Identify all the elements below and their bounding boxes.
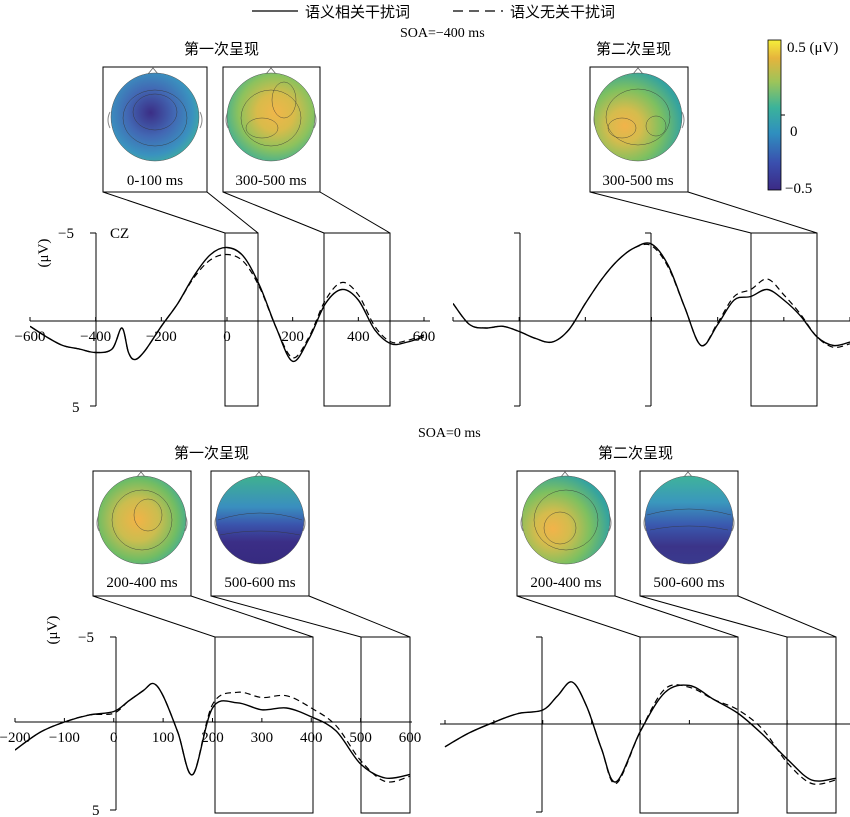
window-box-500-600 — [786, 636, 837, 814]
series-unrelated-line — [15, 682, 411, 783]
x-tick-label: 0 — [223, 329, 231, 345]
colorbar-min-label: −0.5 — [785, 181, 812, 197]
head-map — [216, 476, 304, 564]
map-time-label: 200-400 ms — [530, 575, 601, 591]
electrode-label: CZ — [110, 226, 129, 242]
topomap-bottom-left-1: 200-400 ms — [92, 470, 192, 597]
top-right-title: 第二次呈现 — [596, 40, 671, 58]
head-map — [98, 476, 186, 564]
bottom-right-title: 第二次呈现 — [598, 444, 673, 462]
x-tick-label: −400 — [80, 329, 111, 345]
head-map — [594, 73, 682, 161]
top-left-title: 第一次呈现 — [184, 40, 259, 58]
legend-unrelated-label: 语义无关干扰词 — [510, 4, 615, 21]
head-map — [522, 476, 610, 564]
chart-top-left: −5 5 (μV) CZ −600 −400 −200 0 200 400 600 — [15, 191, 435, 416]
topomap-bottom-left-2: 500-600 ms — [210, 470, 310, 597]
topomap-bottom-right-1: 200-400 ms — [516, 470, 616, 597]
topomap-top-left-2: 300-500 ms — [222, 66, 321, 193]
bottom-soa-label: SOA=0 ms — [418, 426, 481, 441]
y-axis-label: (μV) — [45, 616, 61, 645]
colorbar-gradient — [767, 39, 782, 191]
chart-bottom-right — [440, 595, 850, 814]
legend-related-label: 语义相关干扰词 — [305, 4, 410, 21]
x-tick-label: −200 — [146, 329, 177, 345]
series-unrelated-line — [444, 681, 837, 785]
series-unrelated-line — [453, 243, 850, 349]
colorbar-mid-label: 0 — [790, 124, 798, 140]
x-tick-label: 300 — [251, 730, 274, 746]
map-time-label: 0-100 ms — [127, 173, 183, 189]
x-tick-label: −600 — [15, 329, 46, 345]
colorbar: 0.5 (μV) 0 −0.5 — [767, 39, 838, 197]
chart-top-right — [452, 191, 850, 407]
chart-bottom-left: −5 5 (μV) −200 −100 0 100 200 300 400 500 600 — [0, 595, 421, 817]
series-unrelated-line — [30, 253, 425, 361]
topomap-bottom-right-2: 500-600 ms — [639, 470, 739, 597]
map-time-label: 300-500 ms — [235, 173, 306, 189]
series-related-line — [30, 246, 425, 363]
top-soa-label: SOA=−400 ms — [400, 26, 485, 41]
x-tick-label: 400 — [347, 329, 370, 345]
head-map — [227, 73, 315, 161]
y-axis-label: (μV) — [36, 239, 52, 268]
map-time-label: 200-400 ms — [106, 575, 177, 591]
colorbar-max-label: 0.5 (μV) — [787, 40, 838, 56]
window-box-0-100 — [224, 232, 259, 407]
window-box-300-500 — [323, 232, 391, 407]
map-time-label: 500-600 ms — [224, 575, 295, 591]
x-tick-label: 200 — [281, 329, 304, 345]
x-tick-label: −100 — [49, 730, 80, 746]
series-related-line — [453, 242, 850, 347]
x-tick-label: 100 — [152, 730, 175, 746]
topomap-top-left-1: 0-100 ms — [102, 66, 208, 193]
y-tick-bottom: 5 — [72, 400, 80, 416]
window-box-200-400 — [214, 636, 314, 814]
window-box-200-400 — [639, 636, 739, 814]
x-tick-label: 0 — [110, 730, 118, 746]
head-map — [111, 73, 199, 161]
bottom-left-title: 第一次呈现 — [174, 444, 249, 462]
y-tick-bottom: 5 — [92, 803, 100, 817]
window-box-300-500 — [750, 232, 818, 407]
y-tick-top: −5 — [58, 226, 74, 242]
x-tick-label: 400 — [300, 730, 323, 746]
legend: 语义相关干扰词 语义无关干扰词 — [252, 4, 615, 21]
map-time-label: 300-500 ms — [602, 173, 673, 189]
map-time-label: 500-600 ms — [653, 575, 724, 591]
head-map — [645, 476, 733, 564]
x-tick-label: 200 — [201, 730, 224, 746]
y-tick-top: −5 — [78, 630, 94, 646]
topomap-top-right-1: 300-500 ms — [589, 66, 689, 193]
x-tick-label: −200 — [0, 730, 30, 746]
window-box-500-600 — [360, 636, 411, 814]
